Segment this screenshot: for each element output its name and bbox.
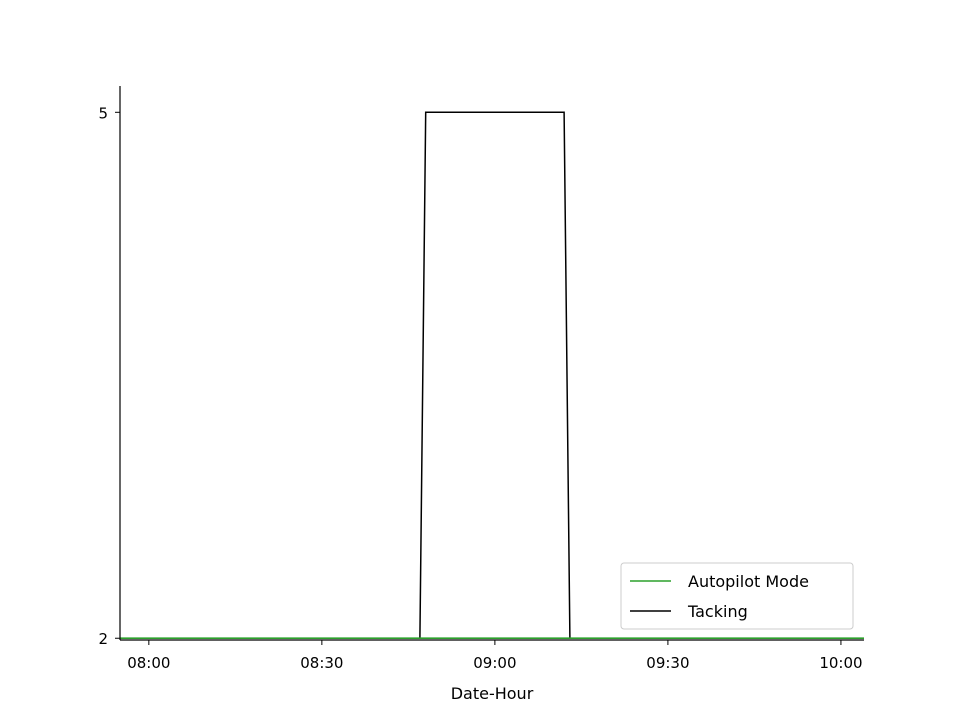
x-tick-label: 08:00 xyxy=(127,654,170,672)
axes xyxy=(119,86,864,641)
series-line-tacking xyxy=(120,111,864,639)
x-tick-label: 08:30 xyxy=(300,654,343,672)
y-tick-label: 2 xyxy=(98,630,108,648)
y-tick-label: 5 xyxy=(98,104,108,122)
legend: Autopilot Mode Tacking xyxy=(620,562,854,630)
legend-label-tacking: Tacking xyxy=(687,602,748,621)
legend-label-autopilot: Autopilot Mode xyxy=(688,572,809,591)
x-tick-label: 09:00 xyxy=(473,654,516,672)
x-tick-label: 09:30 xyxy=(646,654,689,672)
legend-box xyxy=(620,562,854,630)
y-ticks: 25 xyxy=(98,104,120,648)
x-axis-label: Date-Hour xyxy=(451,684,534,703)
x-ticks: 08:00 08:30 09:00 09:30 10:00 xyxy=(127,640,863,672)
plot-area xyxy=(120,111,864,640)
x-tick-label: 10:00 xyxy=(819,654,862,672)
